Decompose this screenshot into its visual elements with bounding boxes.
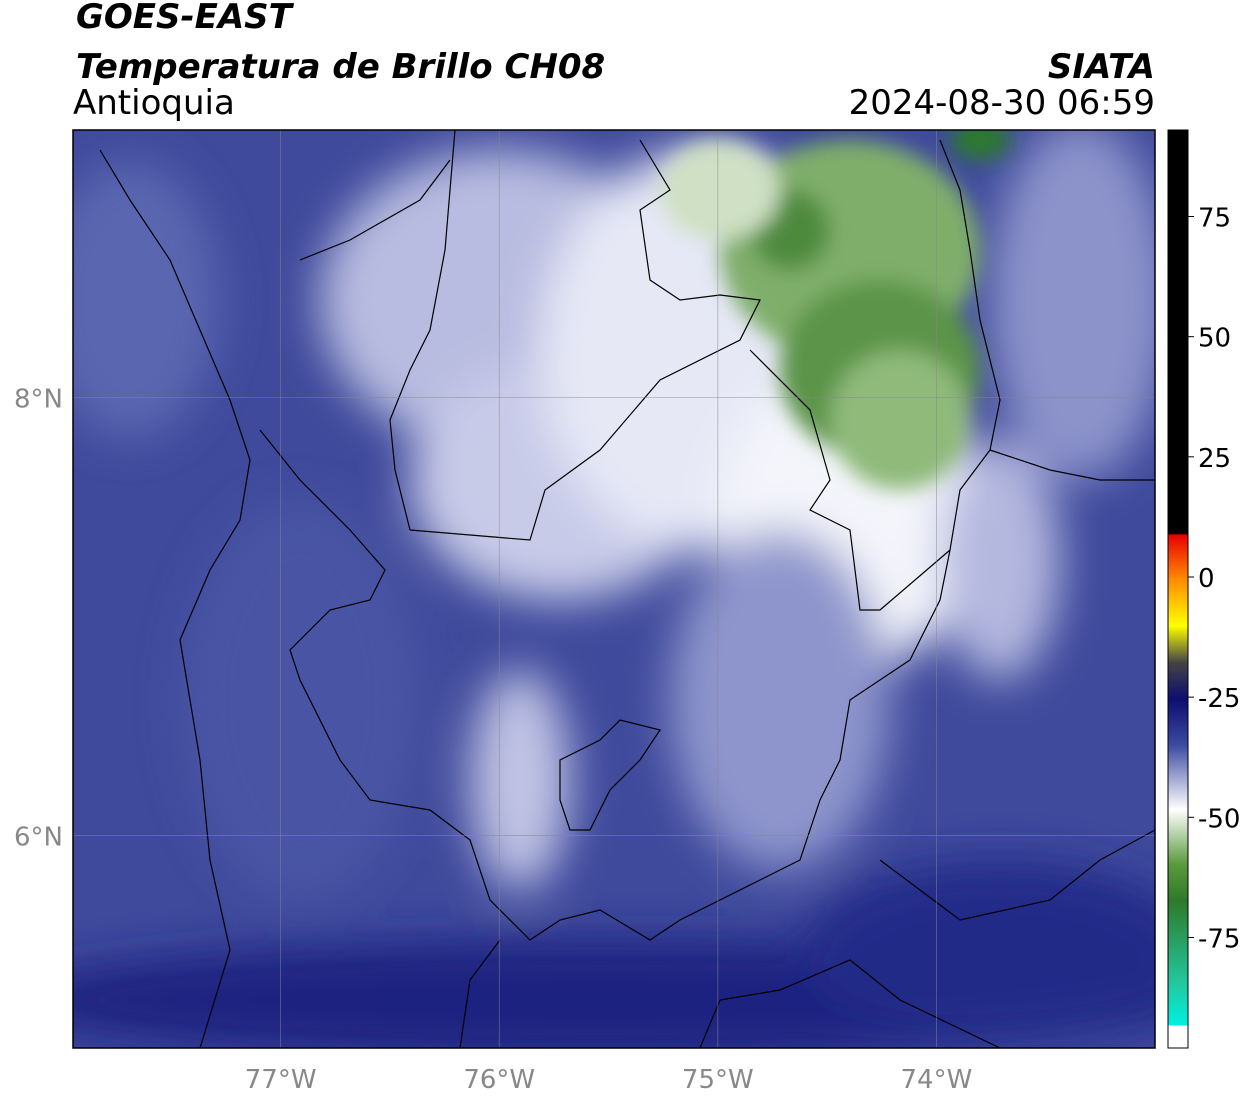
colorbar-tick-label: 75 [1198, 204, 1231, 234]
datetime-label: 2024-08-30 06:59 [849, 83, 1155, 123]
colorbar-tick-label: 25 [1198, 444, 1231, 474]
colorbar-tick-label: 50 [1198, 324, 1231, 354]
x-tick-label: 76°W [463, 1065, 535, 1095]
y-tick-label: 8°N [14, 384, 63, 414]
colorbar-tick-label: -50 [1198, 804, 1240, 834]
colorbar-tick-label: -25 [1198, 684, 1240, 714]
source-label: SIATA [1048, 47, 1155, 87]
satellite-title: GOES-EAST [76, 0, 295, 37]
product-title: Temperatura de Brillo CH08 [76, 47, 605, 87]
colorbar [1167, 129, 1189, 1049]
graticule [73, 130, 1155, 1048]
map-frame [72, 129, 1156, 1049]
y-tick-label: 6°N [14, 822, 63, 852]
colorbar-tick-label: 0 [1198, 564, 1215, 594]
x-tick-label: 74°W [901, 1065, 973, 1095]
region-label: Antioquia [73, 83, 235, 123]
map-field [73, 130, 1155, 1048]
x-tick-label: 75°W [682, 1065, 754, 1095]
colorbar-tick-label: -75 [1198, 924, 1240, 954]
x-tick-label: 77°W [245, 1065, 317, 1095]
